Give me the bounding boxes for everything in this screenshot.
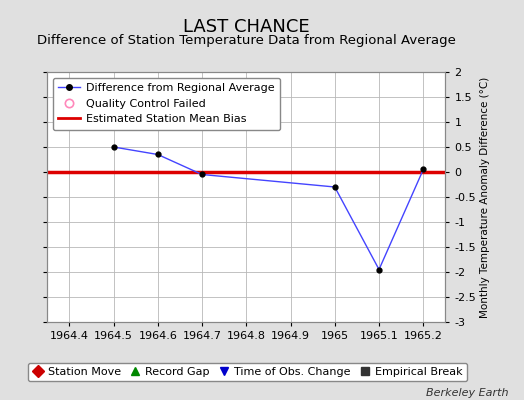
Legend: Station Move, Record Gap, Time of Obs. Change, Empirical Break: Station Move, Record Gap, Time of Obs. C… xyxy=(28,362,467,382)
Text: Berkeley Earth: Berkeley Earth xyxy=(426,388,508,398)
Text: Difference of Station Temperature Data from Regional Average: Difference of Station Temperature Data f… xyxy=(37,34,456,47)
Y-axis label: Monthly Temperature Anomaly Difference (°C): Monthly Temperature Anomaly Difference (… xyxy=(481,76,490,318)
Legend: Difference from Regional Average, Quality Control Failed, Estimated Station Mean: Difference from Regional Average, Qualit… xyxy=(53,78,280,130)
Text: LAST CHANCE: LAST CHANCE xyxy=(183,18,310,36)
